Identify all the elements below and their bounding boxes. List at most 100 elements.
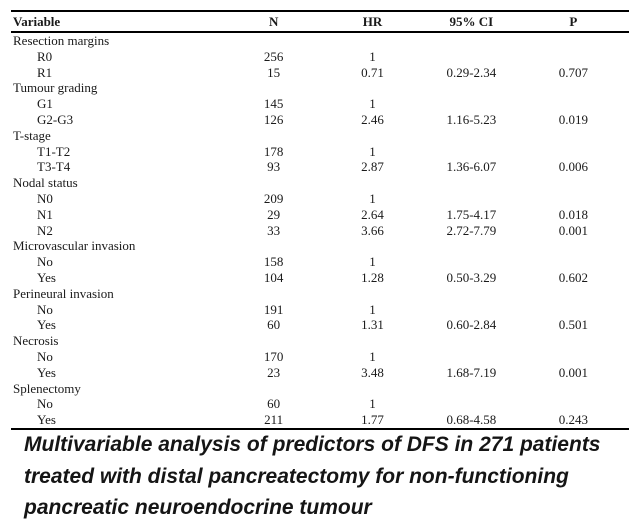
cell-variable: R0 [37,48,53,64]
table-row-group: Nodal status [11,175,629,191]
table-row-level: G1 145 1 [11,96,629,112]
cell-ci [425,381,518,397]
cell-variable: Yes [37,412,56,428]
cell-variable: No [37,348,53,364]
cell-p [518,191,629,207]
cell-ci [425,80,518,96]
cell-n: 178 [263,143,284,159]
cell-ci: 1.36-6.07 [446,159,497,175]
cell-hr: 2.87 [361,159,384,175]
table-row-level: G2-G3 126 2.46 1.16-5.23 0.019 [11,112,629,128]
header-row: Variable N HR 95% CI P [11,11,629,32]
cell-hr [320,381,425,397]
cell-ci: 1.16-5.23 [446,111,497,127]
cell-ci [425,396,518,412]
cell-p [518,175,629,191]
table-row-level: T3-T4 93 2.87 1.36-6.07 0.006 [11,159,629,175]
cell-hr [320,128,425,144]
table-row-level: No 170 1 [11,349,629,365]
cell-variable: No [37,301,53,317]
cell-n: 158 [263,254,284,270]
cell-hr: 1 [369,254,376,270]
cell-hr [320,286,425,302]
cell-hr [320,32,425,49]
cell-variable: Yes [37,364,56,380]
cell-p [518,381,629,397]
table-row-level: N0 209 1 [11,191,629,207]
cell-n: 209 [263,190,284,206]
table-row-level: No 158 1 [11,254,629,270]
table-row-group: Splenectomy [11,381,629,397]
table-row-level: Yes 104 1.28 0.50-3.29 0.602 [11,270,629,286]
cell-hr: 1 [369,396,376,412]
cell-p [518,96,629,112]
cell-n: 211 [264,412,284,428]
table-row-level: T1-T2 178 1 [11,144,629,160]
cell-hr: 1 [369,96,376,112]
cell-variable: N0 [37,190,53,206]
table-row-level: N1 29 2.64 1.75-4.17 0.018 [11,207,629,223]
cell-n [227,333,320,349]
table-row-group: Necrosis [11,333,629,349]
cell-n: 104 [263,269,284,285]
cell-ci [425,333,518,349]
table-row-group: Resection margins [11,32,629,49]
cell-n [227,238,320,254]
cell-ci [425,238,518,254]
table-body: Resection margins R0 256 1 R1 15 0.71 0.29-2.34… [11,32,629,429]
cell-p [518,32,629,49]
results-table: Variable N HR 95% CI P Resection margins… [11,10,629,430]
cell-hr: 3.66 [361,222,384,238]
cell-variable: R1 [37,64,53,80]
cell-variable: Perineural invasion [13,285,114,301]
cell-variable: No [37,396,53,412]
table-row-group: Tumour grading [11,80,629,96]
cell-n [227,128,320,144]
cell-ci: 1.68-7.19 [446,364,497,380]
cell-ci: 0.29-2.34 [446,64,497,80]
caption-line: treated with distal pancreatectomy for n… [24,464,569,488]
caption-line: Multivariable analysis of predictors of … [24,433,601,456]
cell-variable: N2 [37,222,53,238]
cell-p [518,333,629,349]
cell-ci [425,175,518,191]
cell-n: 126 [263,111,284,127]
cell-hr: 1.77 [361,412,384,428]
cell-n: 60 [267,317,281,333]
cell-n: 256 [263,48,284,64]
cell-ci [425,144,518,160]
table-row-group: Microvascular invasion [11,238,629,254]
cell-n: 145 [263,96,284,112]
cell-p: 0.001 [558,364,588,380]
cell-p: 0.501 [558,317,588,333]
cell-p [518,396,629,412]
table-row-level: R0 256 1 [11,49,629,65]
cell-hr: 1 [369,348,376,364]
cell-ci [425,349,518,365]
column-header-ci: 95% CI [449,14,494,29]
cell-variable: T-stage [13,127,51,143]
table-row-level: No 191 1 [11,302,629,318]
cell-p: 0.602 [558,269,588,285]
cell-variable: Yes [37,317,56,333]
table-row-level: No 60 1 [11,396,629,412]
cell-variable: T3-T4 [37,159,71,175]
column-header-p: P [569,14,578,29]
cell-p [518,144,629,160]
cell-n: 23 [267,364,281,380]
cell-p [518,238,629,254]
cell-ci: 0.68-4.58 [446,412,497,428]
column-header-variable: Variable [13,14,61,29]
cell-n: 33 [267,222,281,238]
cell-hr [320,333,425,349]
cell-p: 0.019 [558,111,588,127]
cell-ci [425,254,518,270]
cell-p [518,286,629,302]
cell-ci [425,128,518,144]
cell-p: 0.001 [558,222,588,238]
cell-variable: Resection margins [13,33,110,48]
table-row-level: Yes 23 3.48 1.68-7.19 0.001 [11,365,629,381]
cell-hr: 1.28 [361,269,384,285]
cell-ci: 0.60-2.84 [446,317,497,333]
cell-n [227,32,320,49]
